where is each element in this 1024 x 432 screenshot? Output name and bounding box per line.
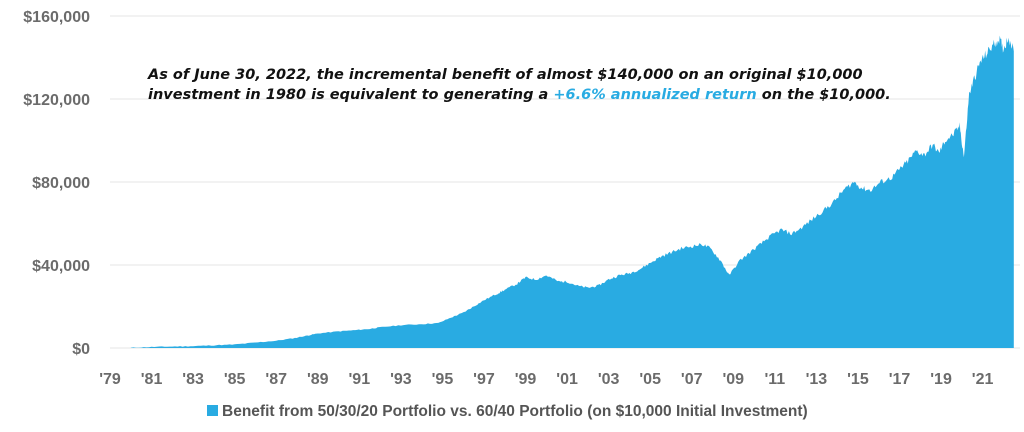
x-tick-label: '87 [265,371,287,388]
x-tick-label: '85 [224,371,246,388]
x-axis-tick-labels: '79 '81 '83 '85 '87 '89 '91 '93 '95 '97 '99 '01 '03 '… [99,371,993,388]
legend: Benefit from 50/30/20 Portfolio vs. 60/4… [207,403,808,420]
y-tick-label: $120,000 [23,92,90,109]
x-tick-label: '11 [764,371,785,388]
legend-swatch [207,405,218,416]
x-tick-label: '05 [639,371,661,388]
x-tick-label: '79 [99,371,121,388]
y-tick-label: $80,000 [32,175,90,192]
annotation-line-2: investment in 1980 is equivalent to gene… [148,87,891,103]
y-tick-label: $160,000 [23,9,90,26]
annotation-highlight: +6.6% annualized return [553,87,756,103]
y-axis-tick-labels: $0 $40,000 $80,000 $120,000 $160,000 [23,9,90,358]
x-tick-label: '21 [972,371,994,388]
x-tick-label: '95 [432,371,454,388]
x-tick-label: '89 [307,371,329,388]
x-tick-label: '07 [681,371,703,388]
area-series-fill [130,35,1014,348]
annotation-line-2-start: investment in 1980 is equivalent to gene… [148,87,553,103]
x-tick-label: '19 [930,371,952,388]
x-tick-label: '99 [515,371,537,388]
x-tick-label: '91 [349,371,371,388]
x-tick-label: '03 [598,371,620,388]
annotation-line-2-end: on the $10,000. [757,87,891,103]
x-tick-label: '13 [806,371,828,388]
x-tick-label: '09 [722,371,744,388]
x-tick-label: '17 [889,371,911,388]
x-tick-label: '83 [182,371,204,388]
x-tick-label: '93 [390,371,412,388]
y-tick-label: $0 [72,341,90,358]
y-tick-label: $40,000 [32,258,90,275]
x-tick-label: '97 [473,371,495,388]
annotation-line-1: As of June 30, 2022, the incremental ben… [147,67,863,83]
x-tick-label: '01 [556,371,578,388]
x-tick-label: '81 [141,371,163,388]
legend-label: Benefit from 50/30/20 Portfolio vs. 60/4… [222,403,808,420]
area-series [130,35,1014,348]
x-tick-label: '15 [847,371,869,388]
